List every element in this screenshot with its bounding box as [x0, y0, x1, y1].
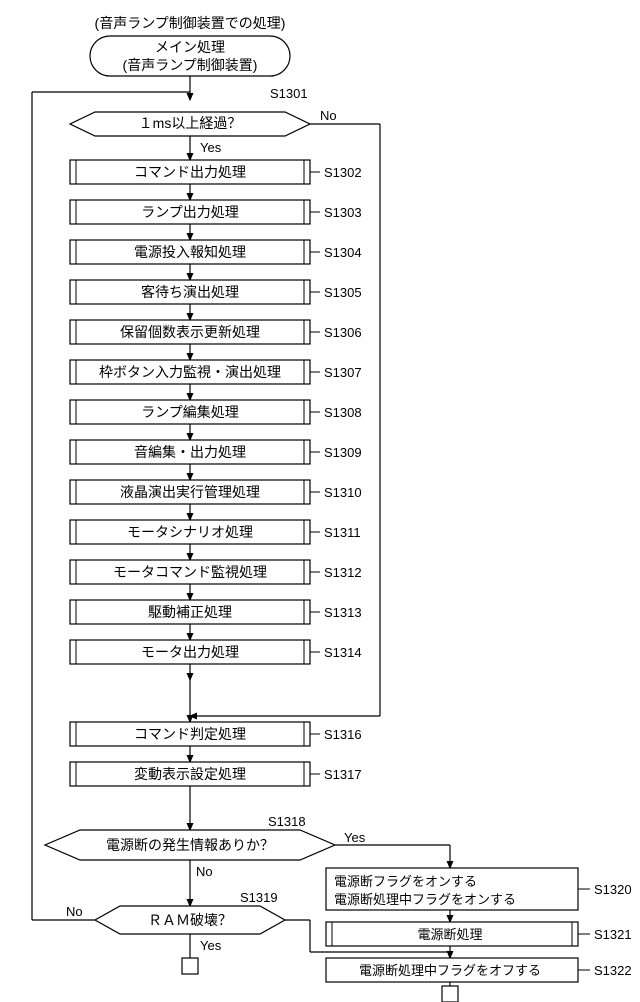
svg-text:ランプ編集処理: ランプ編集処理 — [141, 404, 239, 420]
svg-text:S1307: S1307 — [324, 365, 362, 380]
process-step-s1305: 客待ち演出処理 S1305 — [70, 280, 362, 304]
svg-text:Yes: Yes — [344, 830, 366, 845]
svg-text:Yes: Yes — [200, 140, 222, 155]
svg-text:Yes: Yes — [200, 938, 222, 953]
svg-text:S1301: S1301 — [270, 86, 308, 101]
svg-text:S1319: S1319 — [240, 890, 278, 905]
svg-text:S1308: S1308 — [324, 405, 362, 420]
svg-text:電源断処理中フラグをオフする: 電源断処理中フラグをオフする — [359, 963, 541, 978]
connector-left — [182, 958, 198, 974]
svg-text:ランプ出力処理: ランプ出力処理 — [141, 204, 239, 220]
svg-text:S1310: S1310 — [324, 485, 362, 500]
process-step-s1309: 音編集・出力処理 S1309 — [70, 440, 362, 464]
svg-text:S1311: S1311 — [324, 525, 361, 540]
process-step-s1312: モータコマンド監視処理 S1312 — [70, 560, 362, 584]
process-step-s1313: 駆動補正処理 S1313 — [70, 600, 362, 624]
svg-text:(音声ランプ制御装置): (音声ランプ制御装置) — [123, 57, 258, 73]
svg-text:S1303: S1303 — [324, 205, 362, 220]
svg-text:S1320: S1320 — [594, 882, 632, 897]
svg-text:モータ出力処理: モータ出力処理 — [141, 644, 239, 660]
svg-text:ＲＡＭ破壊？: ＲＡＭ破壊？ — [148, 912, 232, 928]
process-step-s1303: ランプ出力処理 S1303 — [70, 200, 362, 224]
right-step-s1320: 電源断フラグをオンする 電源断処理中フラグをオンする S1320 — [326, 868, 632, 910]
process-step-s1308: ランプ編集処理 S1308 — [70, 400, 362, 424]
svg-text:S1312: S1312 — [324, 565, 362, 580]
right-step-s1321: 電源断処理 S1321 — [326, 922, 632, 946]
svg-text:電源断フラグをオンする: 電源断フラグをオンする — [334, 874, 477, 889]
svg-text:S1321: S1321 — [594, 927, 632, 942]
process-step-s1316: コマンド判定処理 S1316 — [70, 722, 362, 746]
svg-text:客待ち演出処理: 客待ち演出処理 — [141, 284, 239, 300]
right-step-s1322: 電源断処理中フラグをオフする S1322 — [326, 958, 632, 982]
svg-text:コマンド出力処理: コマンド出力処理 — [134, 164, 246, 180]
process-step-s1311: モータシナリオ処理 S1311 — [70, 520, 361, 544]
svg-text:No: No — [320, 108, 337, 123]
process-step-s1307: 枠ボタン入力監視・演出処理 S1307 — [70, 360, 362, 384]
svg-text:S1316: S1316 — [324, 727, 362, 742]
process-step-s1304: 電源投入報知処理 S1304 — [70, 240, 362, 264]
svg-text:S1306: S1306 — [324, 325, 362, 340]
svg-text:枠ボタン入力監視・演出処理: 枠ボタン入力監視・演出処理 — [99, 364, 281, 380]
svg-text:音編集・出力処理: 音編集・出力処理 — [134, 444, 246, 460]
title-capsule: メイン処理 (音声ランプ制御装置) — [90, 36, 290, 76]
svg-text:No: No — [66, 904, 83, 919]
decision-ram-corrupt: ＲＡＭ破壊？ S1319 No Yes — [66, 890, 285, 953]
svg-text:No: No — [196, 864, 213, 879]
process-step-s1302: コマンド出力処理 S1302 — [70, 160, 362, 184]
svg-text:S1314: S1314 — [324, 645, 362, 660]
svg-text:S1304: S1304 — [324, 245, 362, 260]
svg-text:S1302: S1302 — [324, 165, 362, 180]
svg-text:S1309: S1309 — [324, 445, 362, 460]
process-step-s1306: 保留個数表示更新処理 S1306 — [70, 320, 362, 344]
decision-power-off-info: 電源断の発生情報ありか？ S1318 Yes No — [45, 814, 366, 879]
decision-1ms: １ms以上経過？ S1301 No Yes — [70, 86, 337, 155]
connector-right — [442, 986, 458, 1002]
svg-text:１ms以上経過？: １ms以上経過？ — [139, 115, 242, 131]
svg-text:保留個数表示更新処理: 保留個数表示更新処理 — [120, 324, 260, 340]
svg-text:モータコマンド監視処理: モータコマンド監視処理 — [113, 564, 267, 580]
title-outer-text: (音声ランプ制御装置での処理) — [95, 15, 286, 31]
svg-text:電源断の発生情報ありか？: 電源断の発生情報ありか？ — [106, 837, 274, 853]
svg-text:モータシナリオ処理: モータシナリオ処理 — [127, 524, 253, 540]
svg-text:S1313: S1313 — [324, 605, 362, 620]
svg-text:コマンド判定処理: コマンド判定処理 — [134, 726, 246, 742]
process-step-s1317: 変動表示設定処理 S1317 — [70, 762, 362, 786]
svg-text:液晶演出実行管理処理: 液晶演出実行管理処理 — [120, 484, 260, 500]
svg-text:S1305: S1305 — [324, 285, 362, 300]
svg-text:電源断処理中フラグをオンする: 電源断処理中フラグをオンする — [334, 892, 516, 907]
process-step-s1310: 液晶演出実行管理処理 S1310 — [70, 480, 362, 504]
svg-text:電源断処理: 電源断処理 — [417, 927, 482, 942]
svg-text:変動表示設定処理: 変動表示設定処理 — [134, 766, 246, 782]
svg-text:S1317: S1317 — [324, 767, 362, 782]
svg-text:メイン処理: メイン処理 — [155, 39, 225, 55]
svg-text:S1318: S1318 — [268, 814, 306, 829]
svg-text:駆動補正処理: 駆動補正処理 — [148, 604, 232, 620]
process-step-s1314: モータ出力処理 S1314 — [70, 640, 362, 664]
svg-text:電源投入報知処理: 電源投入報知処理 — [134, 244, 246, 260]
svg-text:S1322: S1322 — [594, 963, 632, 978]
